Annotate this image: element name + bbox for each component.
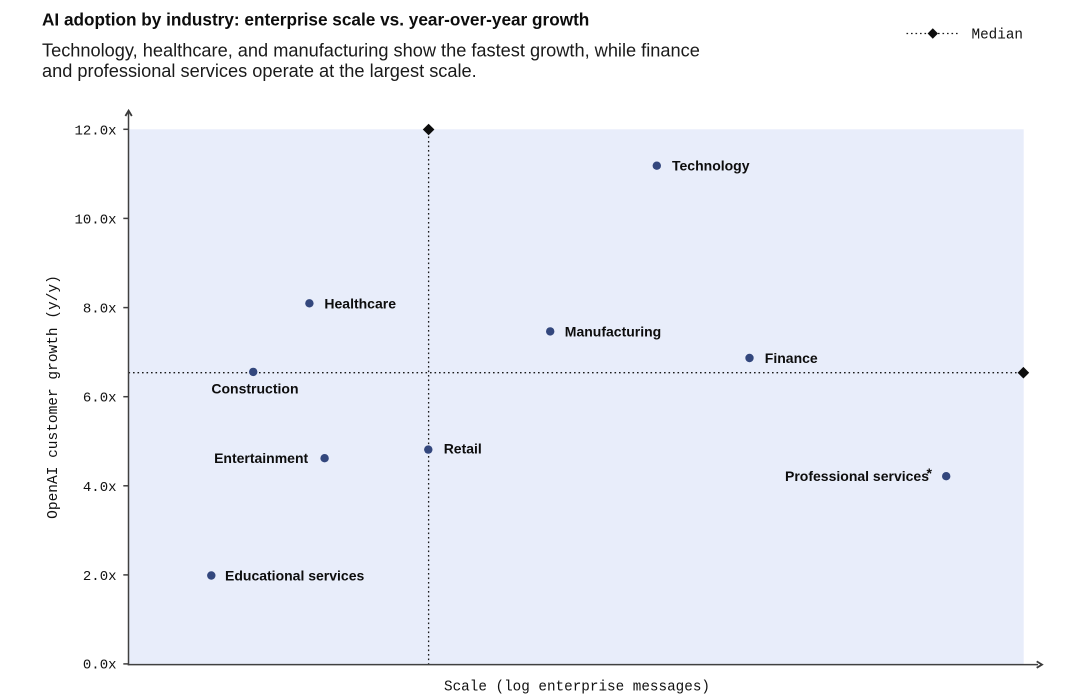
svg-text:OpenAI customer growth (y/y): OpenAI customer growth (y/y) bbox=[46, 275, 62, 519]
svg-text:Entertainment: Entertainment bbox=[214, 450, 308, 466]
svg-text:Scale (log enterprise messages: Scale (log enterprise messages) bbox=[444, 680, 710, 695]
svg-text:Retail: Retail bbox=[444, 441, 482, 457]
svg-text:AI adoption by industry: enter: AI adoption by industry: enterprise scal… bbox=[42, 10, 589, 30]
svg-text:2.0x: 2.0x bbox=[83, 569, 117, 585]
svg-text:Technology, healthcare, and ma: Technology, healthcare, and manufacturin… bbox=[42, 41, 700, 61]
svg-text:Median: Median bbox=[972, 27, 1023, 43]
svg-text:4.0x: 4.0x bbox=[83, 480, 117, 496]
svg-text:10.0x: 10.0x bbox=[74, 212, 116, 228]
svg-text:8.0x: 8.0x bbox=[83, 302, 117, 318]
svg-text:6.0x: 6.0x bbox=[83, 391, 117, 407]
svg-text:and professional services oper: and professional services operate at the… bbox=[42, 61, 477, 81]
svg-text:Educational services: Educational services bbox=[225, 568, 365, 584]
svg-text:Healthcare: Healthcare bbox=[324, 295, 396, 311]
svg-text:Technology: Technology bbox=[672, 158, 750, 174]
svg-text:12.0x: 12.0x bbox=[74, 123, 116, 139]
svg-text:Manufacturing: Manufacturing bbox=[565, 323, 661, 339]
svg-text:Construction: Construction bbox=[211, 380, 298, 396]
svg-text:Finance: Finance bbox=[765, 350, 818, 366]
svg-text:*: * bbox=[927, 465, 933, 481]
svg-text:Professional services: Professional services bbox=[785, 468, 929, 484]
svg-text:0.0x: 0.0x bbox=[83, 658, 117, 674]
